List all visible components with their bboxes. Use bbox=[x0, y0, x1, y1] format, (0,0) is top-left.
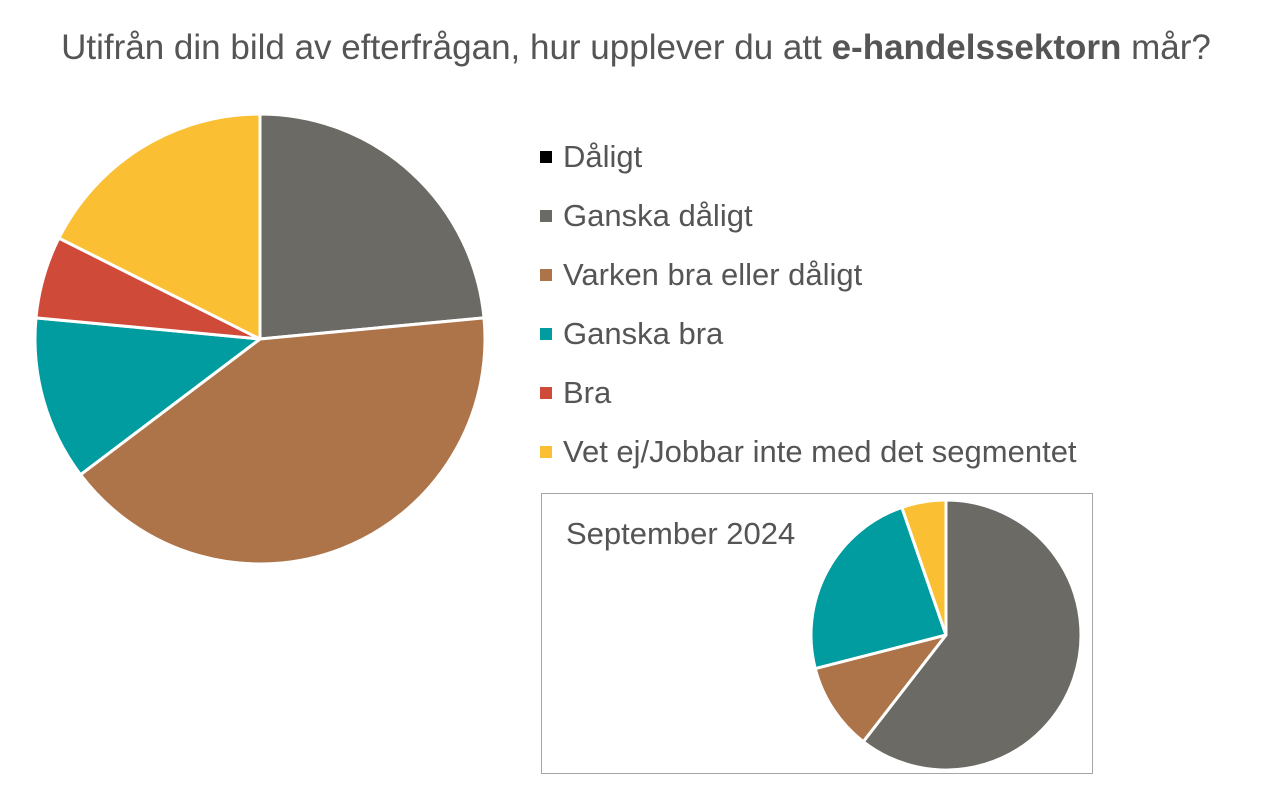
main-pie-slice-ganska-daligt bbox=[258, 112, 486, 341]
legend-item-daligt: Dåligt bbox=[540, 127, 1077, 186]
main-pie-slice-varken-bra-eller-daligt bbox=[78, 316, 487, 566]
legend-item-varken: Varken bra eller dåligt bbox=[540, 245, 1077, 304]
inset-title: September 2024 bbox=[566, 516, 796, 551]
legend-label-ganska-daligt: Ganska dåligt bbox=[563, 197, 753, 233]
legend-item-ganska-bra: Ganska bra bbox=[540, 304, 1077, 363]
inset-pie-slice-vet-ej-jobbar-inte-med-det-segmentet bbox=[900, 498, 948, 637]
chart-title: Utifrån din bild av efterfrågan, hur upp… bbox=[0, 28, 1272, 68]
legend-swatch-ganska-bra bbox=[540, 327, 552, 340]
inset-pie-slice-ganska-bra bbox=[810, 505, 948, 671]
main-pie-slice-ganska-bra bbox=[33, 316, 262, 477]
legend: Dåligt Ganska dåligt Varken bra eller då… bbox=[540, 127, 1077, 481]
legend-label-daligt: Dåligt bbox=[563, 138, 643, 174]
legend-item-vet-ej: Vet ej/Jobbar inte med det segmentet bbox=[540, 422, 1077, 481]
inset-box: September 2024 bbox=[541, 493, 1093, 774]
legend-item-ganska-daligt: Ganska dåligt bbox=[540, 186, 1077, 245]
main-pie-slice-vet-ej-jobbar-inte-med-det-segmentet bbox=[57, 112, 262, 341]
legend-swatch-daligt bbox=[540, 150, 552, 163]
legend-label-varken: Varken bra eller dåligt bbox=[563, 256, 863, 292]
legend-swatch-ganska-daligt bbox=[540, 209, 552, 222]
main-pie-chart bbox=[33, 112, 487, 566]
legend-label-bra: Bra bbox=[563, 374, 612, 410]
title-suffix: mår? bbox=[1121, 28, 1211, 67]
legend-swatch-bra bbox=[540, 386, 552, 399]
legend-swatch-vet-ej bbox=[540, 445, 552, 458]
title-bold: e-handelssektorn bbox=[831, 28, 1122, 67]
inset-pie-slice-ganska-daligt bbox=[861, 498, 1082, 770]
title-prefix: Utifrån din bild av efterfrågan, hur upp… bbox=[61, 28, 832, 67]
legend-label-ganska-bra: Ganska bra bbox=[563, 315, 724, 351]
legend-swatch-varken bbox=[540, 268, 552, 281]
legend-label-vet-ej: Vet ej/Jobbar inte med det segmentet bbox=[563, 433, 1077, 469]
legend-item-bra: Bra bbox=[540, 363, 1077, 422]
inset-pie-chart bbox=[810, 498, 1082, 770]
